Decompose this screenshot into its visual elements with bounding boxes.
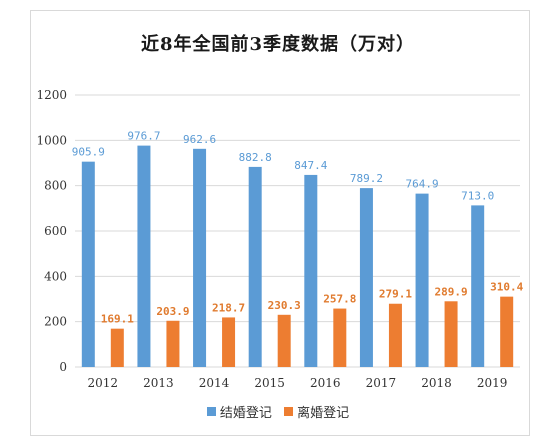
legend-item-marriage: 结婚登记 <box>206 402 272 421</box>
x-tick-label: 2017 <box>366 376 397 390</box>
x-tick-label: 2016 <box>310 376 341 390</box>
bar-divorce <box>388 303 402 367</box>
x-tick-label: 2013 <box>143 376 174 390</box>
x-tick-label: 2019 <box>477 376 508 390</box>
bar-marriage <box>304 174 318 367</box>
data-label-marriage: 905.9 <box>72 146 105 159</box>
y-tick-label: 0 <box>59 360 67 374</box>
bar-marriage <box>471 205 485 367</box>
data-label-divorce: 218.7 <box>212 301 245 314</box>
data-label-marriage: 962.6 <box>183 133 216 146</box>
x-tick-label: 2018 <box>421 376 452 390</box>
y-tick-label: 1200 <box>36 88 67 102</box>
bar-divorce <box>166 320 180 367</box>
data-label-divorce: 203.9 <box>156 305 189 318</box>
bar-divorce <box>444 301 458 367</box>
bar-marriage <box>248 166 262 367</box>
bar-divorce <box>333 308 347 367</box>
data-label-divorce: 289.9 <box>435 285 468 298</box>
bar-divorce <box>277 314 291 367</box>
x-tick-label: 2014 <box>199 376 230 390</box>
bar-marriage <box>137 145 151 367</box>
bar-marriage <box>81 161 95 367</box>
data-label-marriage: 882.8 <box>239 151 272 164</box>
x-tick-label: 2012 <box>88 376 119 390</box>
legend-swatch-divorce <box>284 407 294 416</box>
legend: 结婚登记 离婚登记 <box>0 402 556 421</box>
data-label-divorce: 279.1 <box>379 288 412 301</box>
bar-divorce <box>110 328 124 367</box>
bar-marriage <box>359 188 373 367</box>
data-label-divorce: 310.4 <box>490 281 523 294</box>
y-tick-label: 200 <box>44 315 67 329</box>
data-label-marriage: 847.4 <box>294 159 327 172</box>
y-tick-label: 800 <box>44 179 67 193</box>
data-label-marriage: 713.0 <box>461 189 494 202</box>
bar-marriage <box>415 193 429 367</box>
legend-label-marriage: 结婚登记 <box>219 406 272 421</box>
y-tick-label: 400 <box>44 269 67 283</box>
data-label-marriage: 789.2 <box>350 172 383 185</box>
legend-label-divorce: 离婚登记 <box>297 406 350 421</box>
data-label-marriage: 764.9 <box>406 178 439 191</box>
legend-item-divorce: 离婚登记 <box>284 402 349 421</box>
data-label-divorce: 169.1 <box>101 313 134 326</box>
data-label-divorce: 257.8 <box>323 293 356 306</box>
y-tick-label: 1000 <box>36 133 67 147</box>
chart-title: 近8年全国前3季度数据（万对） <box>140 34 416 55</box>
x-tick-label: 2015 <box>254 376 285 390</box>
data-label-marriage: 976.7 <box>127 130 160 143</box>
data-label-divorce: 230.3 <box>268 299 301 312</box>
y-tick-label: 600 <box>44 224 67 238</box>
bar-divorce <box>500 296 514 367</box>
bar-marriage <box>193 148 207 367</box>
bar-divorce <box>222 317 236 367</box>
legend-swatch-marriage <box>206 407 216 416</box>
